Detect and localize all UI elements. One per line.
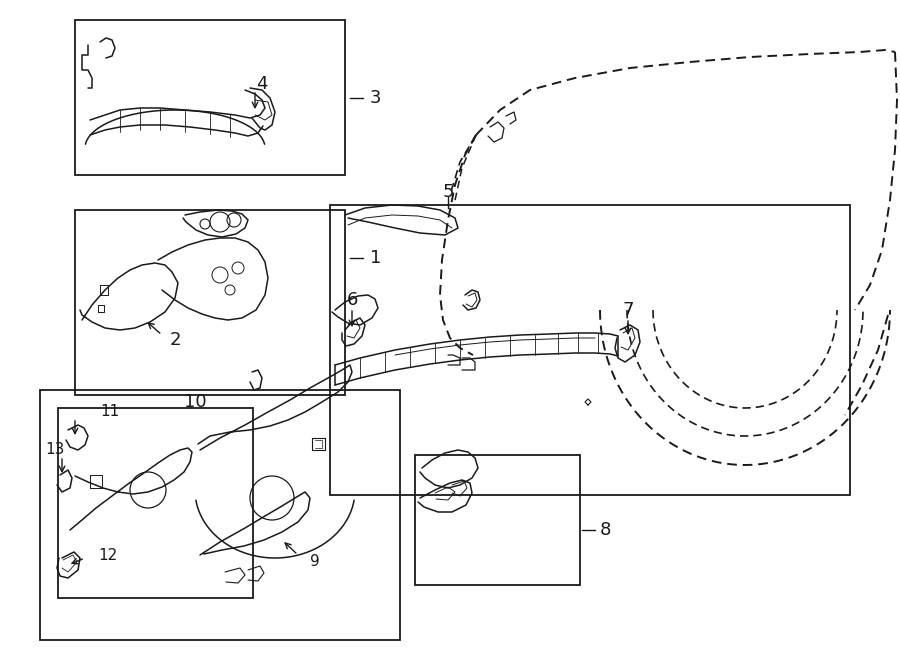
Bar: [58, 408, 253, 598]
Text: 10: 10: [184, 393, 206, 411]
Bar: [75, 210, 345, 395]
Bar: [75, 20, 345, 175]
Text: 4: 4: [256, 75, 268, 93]
Text: 8: 8: [600, 521, 611, 539]
Bar: [40, 390, 400, 640]
Text: 9: 9: [310, 555, 320, 570]
Text: 1: 1: [370, 249, 382, 267]
Text: 6: 6: [346, 291, 357, 309]
Text: 13: 13: [45, 442, 65, 457]
Text: 11: 11: [100, 405, 119, 420]
Text: 2: 2: [169, 331, 181, 349]
Bar: [415, 455, 580, 585]
Text: 12: 12: [98, 547, 117, 563]
Text: 7: 7: [622, 301, 634, 319]
Text: 3: 3: [370, 89, 382, 107]
Bar: [330, 205, 850, 495]
Text: 5: 5: [442, 183, 454, 201]
